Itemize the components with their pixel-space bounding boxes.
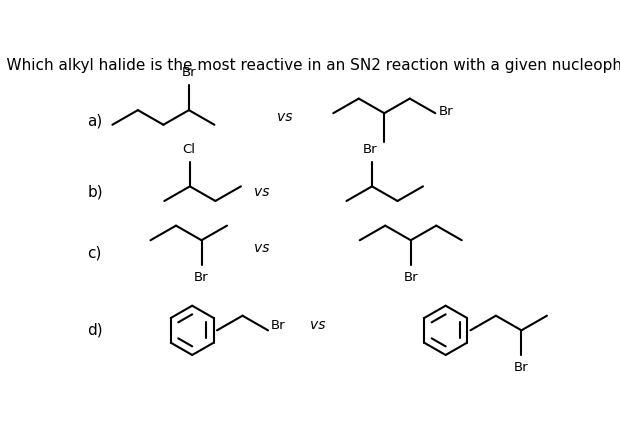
Text: c): c) [87, 246, 102, 261]
Text: Br: Br [514, 361, 529, 374]
Text: Br: Br [194, 271, 209, 284]
Text: Br: Br [271, 319, 286, 332]
Text: d): d) [87, 323, 103, 338]
Text: Br: Br [404, 271, 418, 284]
Text: Br: Br [438, 105, 453, 118]
Text: vs: vs [310, 318, 326, 332]
Text: a): a) [87, 114, 103, 129]
Text: Br: Br [182, 66, 196, 79]
Text: vs: vs [278, 110, 293, 124]
Text: vs: vs [254, 241, 270, 255]
Text: Br: Br [363, 143, 378, 156]
Text: vs: vs [254, 185, 270, 199]
Text: b): b) [87, 184, 103, 199]
Text: 3. Which alkyl halide is the most reactive in an SN2 reaction with a given nucle: 3. Which alkyl halide is the most reacti… [0, 58, 620, 73]
Text: Cl: Cl [182, 143, 195, 156]
